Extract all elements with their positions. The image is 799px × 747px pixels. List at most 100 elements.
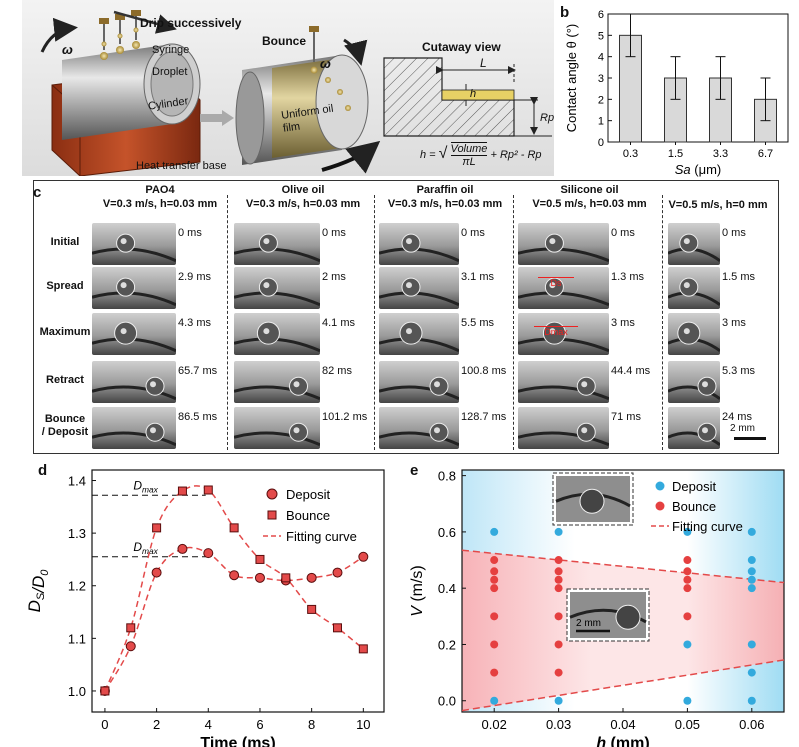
frame-image bbox=[92, 267, 176, 309]
row-label: Maximum bbox=[39, 326, 91, 338]
bounce-point bbox=[490, 567, 499, 576]
panel-c-label: c bbox=[33, 184, 42, 201]
droplet-sketch bbox=[234, 277, 320, 307]
droplet-sketch bbox=[234, 321, 320, 353]
x-tick-label: 0.06 bbox=[739, 717, 764, 732]
legend-deposit-label: Deposit bbox=[672, 479, 716, 494]
x-tick-label: 8 bbox=[308, 717, 315, 732]
frame-time: 82 ms bbox=[322, 365, 352, 377]
frame-time: 3 ms bbox=[611, 317, 635, 329]
bounce-point bbox=[490, 668, 499, 677]
bounce-point bbox=[683, 612, 692, 621]
droplet-highlight bbox=[263, 238, 270, 245]
substrate-edge bbox=[92, 431, 176, 447]
frame-image bbox=[92, 313, 176, 355]
droplet-sketch bbox=[518, 376, 609, 401]
bounce-point bbox=[683, 584, 692, 593]
bounce-point bbox=[554, 640, 563, 649]
droplet-sketch bbox=[518, 277, 609, 307]
panel-e: e 0.02 0.03 0.04 0.05 0.06 0.0 0.2 0.4 0.6 0.8 h (… bbox=[398, 456, 799, 747]
x-tick-label: 1.5 bbox=[668, 148, 683, 160]
deposit-point bbox=[151, 567, 162, 578]
dmax-annotation: Dmax bbox=[534, 326, 578, 337]
droplet-sketch bbox=[234, 376, 320, 401]
L-label: L bbox=[480, 56, 487, 70]
deposit-point bbox=[229, 570, 240, 581]
y-tick-label: 4 bbox=[598, 52, 604, 64]
column-condition: V=0.3 m/s, h=0.03 mm bbox=[102, 198, 218, 210]
droplet-highlight bbox=[581, 381, 588, 388]
frame-image bbox=[668, 267, 720, 309]
column-condition: V=0.3 m/s, h=0.03 mm bbox=[245, 198, 361, 210]
frame-image bbox=[234, 223, 320, 265]
droplet-highlight bbox=[150, 427, 156, 434]
droplet-highlight bbox=[406, 238, 412, 245]
frame-image bbox=[379, 267, 459, 309]
frame-time: 0 ms bbox=[322, 227, 346, 239]
frame-time: 0 ms bbox=[722, 227, 746, 239]
droplet-sketch bbox=[379, 321, 459, 353]
omega-label-2: ω bbox=[320, 56, 331, 71]
substrate-edge bbox=[379, 385, 459, 401]
bounce-point bbox=[358, 644, 368, 654]
substrate-edge bbox=[668, 431, 720, 447]
frame-time: 4.3 ms bbox=[178, 317, 212, 329]
bounce-point bbox=[490, 584, 499, 593]
bounce-point bbox=[100, 686, 110, 696]
substrate-edge bbox=[234, 431, 320, 447]
frame-image bbox=[379, 313, 459, 355]
frame-image bbox=[668, 313, 720, 355]
droplet-sketch bbox=[92, 376, 176, 401]
panel-a-illustration bbox=[22, 0, 554, 176]
frame-time: 101.2 ms bbox=[322, 411, 368, 423]
legend-deposit-marker bbox=[655, 481, 665, 491]
substrate-edge bbox=[379, 431, 459, 447]
bounce-point bbox=[490, 640, 499, 649]
droplet-highlight bbox=[406, 282, 412, 289]
deposit-point bbox=[332, 567, 343, 578]
deposit-point bbox=[306, 572, 317, 583]
y-tick-label: 1.0 bbox=[68, 684, 86, 699]
substrate-edge bbox=[518, 431, 609, 447]
frame-image bbox=[379, 223, 459, 265]
frame-time: 44.4 ms bbox=[611, 365, 651, 377]
frame-image bbox=[518, 267, 609, 309]
y-tick-label: 1.2 bbox=[68, 579, 86, 594]
droplet-sketch bbox=[92, 277, 176, 307]
deposit-point bbox=[490, 696, 499, 705]
x-tick-label: 6.7 bbox=[758, 148, 773, 160]
legend-bounce-label: Bounce bbox=[672, 499, 716, 514]
deposit-point bbox=[490, 527, 499, 536]
x-tick-label: 6 bbox=[256, 717, 263, 732]
y-tick-label: 0.8 bbox=[438, 469, 456, 484]
frame-image bbox=[518, 361, 609, 403]
deposit-point bbox=[177, 543, 188, 554]
frame-time: 5.3 ms bbox=[722, 365, 756, 377]
row-label: Initial bbox=[50, 236, 80, 248]
x-tick-label: 0 bbox=[101, 717, 108, 732]
droplet-highlight bbox=[683, 328, 690, 335]
omega-label-1: ω bbox=[62, 42, 73, 57]
droplet-highlight bbox=[581, 427, 588, 434]
formula-den: πL bbox=[462, 156, 476, 168]
frame-image bbox=[234, 407, 320, 449]
substrate-edge bbox=[518, 291, 609, 307]
frame-image bbox=[379, 407, 459, 449]
row-label: Retract bbox=[46, 374, 84, 386]
bounce-point bbox=[307, 604, 317, 614]
legend-fit-label: Fitting curve bbox=[286, 529, 357, 544]
droplet-sketch bbox=[518, 321, 609, 353]
substrate-edge bbox=[668, 385, 720, 401]
bounce-point bbox=[554, 556, 563, 565]
frame-time: 0 ms bbox=[178, 227, 202, 239]
dmax-label: Dmax bbox=[133, 478, 158, 494]
deposit-point bbox=[683, 640, 692, 649]
column-condition: V=0.3 m/s, h=0.03 mm bbox=[387, 198, 503, 210]
bounce-point bbox=[554, 584, 563, 593]
x-axis-label: Sa (μm) bbox=[675, 162, 722, 177]
deposit-point bbox=[747, 668, 756, 677]
bounce-point bbox=[683, 567, 692, 576]
droplet-highlight bbox=[702, 381, 708, 388]
deposit-point bbox=[747, 575, 756, 584]
frame-image bbox=[379, 361, 459, 403]
